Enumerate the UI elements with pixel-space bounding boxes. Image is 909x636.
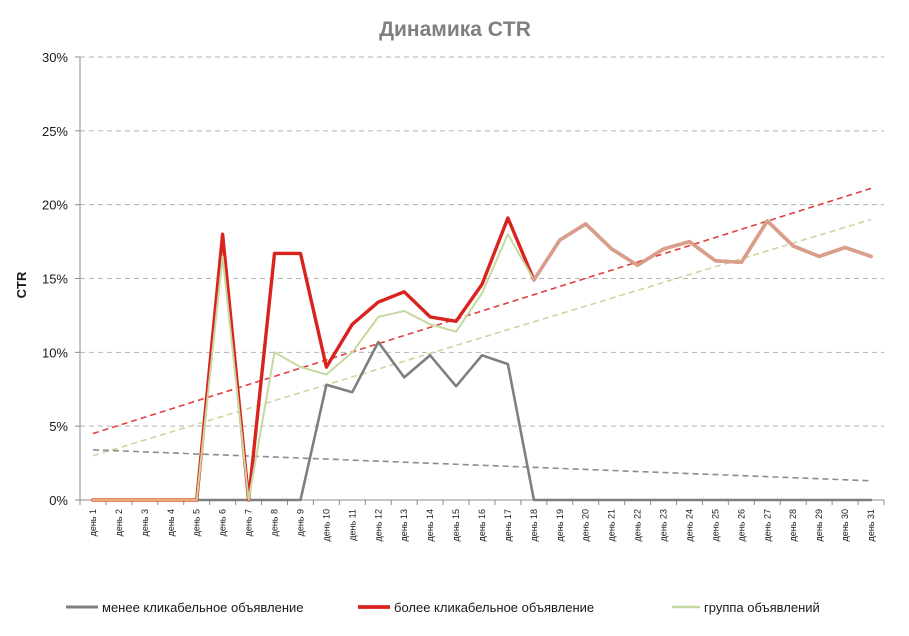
x-tick-label: день 1 bbox=[88, 509, 98, 536]
x-tick-label: день 23 bbox=[659, 509, 669, 541]
series-overlap-segment bbox=[532, 238, 562, 282]
x-tick-label: день 13 bbox=[399, 509, 409, 541]
x-tick-label: день 5 bbox=[192, 509, 202, 536]
x-tick-label: день 9 bbox=[295, 509, 305, 536]
series-overlap-segment bbox=[558, 222, 588, 242]
series-overlap-segment bbox=[739, 219, 769, 264]
x-tick-label: день 2 bbox=[114, 509, 124, 536]
x-tick-label: день 8 bbox=[270, 509, 280, 536]
legend-label: менее кликабельное объявление bbox=[102, 600, 304, 615]
x-tick-label: день 4 bbox=[166, 509, 176, 536]
trendlines bbox=[92, 187, 872, 482]
y-tick-label: 30% bbox=[42, 50, 68, 65]
x-tick-label: день 29 bbox=[814, 509, 824, 541]
x-tick-label: день 24 bbox=[684, 509, 694, 541]
y-tick-label: 5% bbox=[49, 419, 68, 434]
y-tick-label: 10% bbox=[42, 345, 68, 360]
x-tick-label: день 7 bbox=[244, 509, 254, 536]
grid: 0% 5% 10% 15% 20% 25% 30% bbox=[42, 50, 884, 508]
series-overlap-segment bbox=[661, 239, 692, 251]
chart-title: Динамика CTR bbox=[379, 18, 531, 41]
x-tick-label: день 25 bbox=[710, 509, 720, 541]
x-tick-label: день 16 bbox=[477, 509, 487, 541]
y-axis-label: CTR bbox=[14, 271, 29, 298]
x-tick-label: день 15 bbox=[451, 509, 461, 541]
y-tick-label: 20% bbox=[42, 198, 68, 213]
series-overlap-segment bbox=[635, 247, 666, 267]
series-line bbox=[91, 216, 873, 502]
x-tick-label: день 31 bbox=[866, 509, 876, 541]
x-tick-label: день 6 bbox=[218, 509, 228, 536]
series-overlap-segment bbox=[843, 245, 873, 259]
x-tick-label: день 19 bbox=[555, 509, 565, 541]
series-overlap-segment bbox=[609, 247, 640, 267]
x-tick-label: день 22 bbox=[633, 509, 643, 541]
series-lines bbox=[91, 216, 873, 502]
x-tick-label: день 3 bbox=[140, 509, 150, 536]
series-line bbox=[91, 340, 873, 502]
y-tick-label: 25% bbox=[42, 124, 68, 139]
series-overlap-segment bbox=[765, 219, 795, 248]
x-tick-label: день 27 bbox=[762, 509, 772, 541]
series-overlap-segment bbox=[817, 245, 847, 259]
legend: менее кликабельное объявление более клика… bbox=[66, 600, 820, 615]
x-tick-label: день 26 bbox=[736, 509, 746, 541]
y-tick-label: 15% bbox=[42, 272, 68, 287]
series-overlap-segment bbox=[713, 259, 744, 264]
x-tick-label: день 30 bbox=[840, 509, 850, 541]
x-tick-label: день 28 bbox=[788, 509, 798, 541]
x-tick-label: день 12 bbox=[373, 509, 383, 541]
x-tick-label: день 21 bbox=[607, 509, 617, 541]
trendline bbox=[92, 218, 872, 457]
axes: день 1 день 2 день 3 день 4 день 5 день 6 день… bbox=[75, 56, 885, 541]
trendline bbox=[92, 448, 872, 482]
legend-label: более кликабельное объявление bbox=[394, 600, 594, 615]
x-tick-label: день 11 bbox=[347, 509, 357, 541]
x-tick-label: день 20 bbox=[581, 509, 591, 541]
x-tick-label: день 14 bbox=[425, 509, 435, 541]
x-tick-label: день 18 bbox=[529, 509, 539, 541]
legend-label: группа объявлений bbox=[704, 600, 820, 615]
y-tick-label: 0% bbox=[49, 493, 68, 508]
series-overlap-segment bbox=[584, 222, 614, 251]
x-tick-label: день 17 bbox=[503, 509, 513, 541]
x-tick-label: день 10 bbox=[321, 509, 331, 541]
series-overlap-segment bbox=[687, 239, 718, 263]
trendline bbox=[92, 187, 872, 435]
series-overlap-segment bbox=[791, 244, 821, 259]
